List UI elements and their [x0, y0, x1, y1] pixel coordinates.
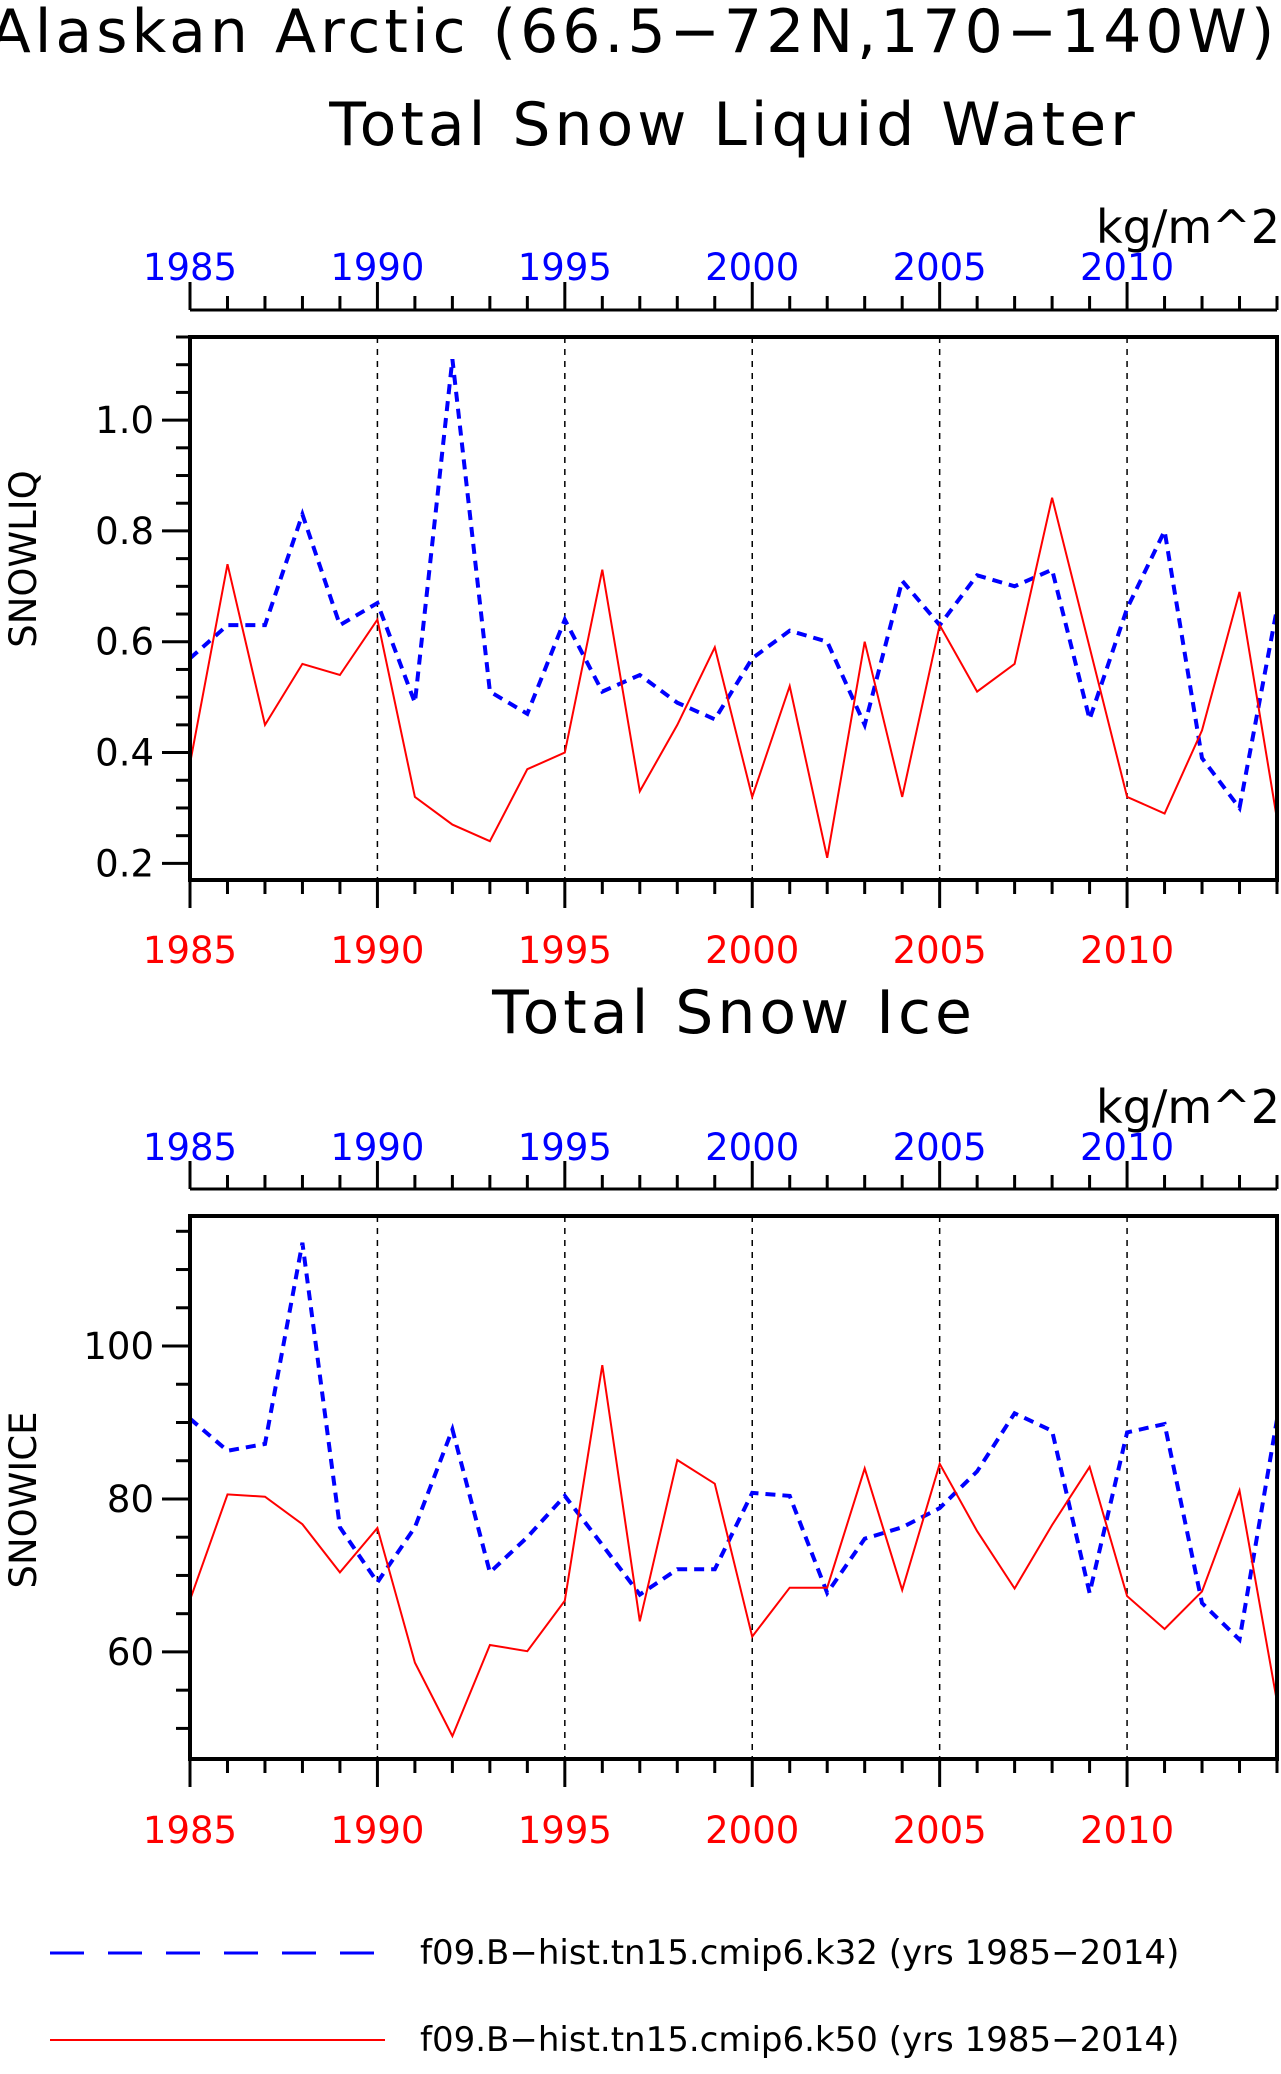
series-line-k50	[189, 1364, 1278, 1739]
x-tick-label-top: 2010	[1080, 1126, 1174, 1169]
figure-title-region: Alaskan Arctic (66.5−72N,170−140W)	[0, 0, 1278, 67]
x-tick-label-bottom: 2005	[893, 1809, 987, 1852]
x-tick-label-bottom: 1990	[330, 929, 424, 972]
y-tick-label: 100	[83, 1325, 154, 1368]
x-tick-label-top: 1990	[330, 246, 424, 289]
x-tick-label-bottom: 2005	[893, 929, 987, 972]
panel-title: Total Snow Liquid Water	[328, 90, 1139, 160]
legend-label-k50: f09.B−hist.tn15.cmip6.k50 (yrs 1985−2014…	[420, 2020, 1179, 2060]
legend-label-k32: f09.B−hist.tn15.cmip6.k32 (yrs 1985−2014…	[420, 1933, 1179, 1973]
x-tick-label-bottom: 1990	[330, 1809, 424, 1852]
series-line-k32	[188, 1242, 1279, 1644]
x-tick-label-bottom: 2000	[705, 929, 799, 972]
units-label: kg/m^2	[1096, 200, 1280, 254]
series-line-k32	[188, 358, 1279, 813]
y-tick-label: 0.6	[95, 621, 154, 664]
x-tick-label-top: 1985	[143, 246, 237, 289]
x-tick-label-bottom: 1985	[143, 929, 237, 972]
plot-frame	[188, 1214, 1279, 1761]
x-tick-label-top: 2010	[1080, 246, 1174, 289]
x-tick-label-top: 1995	[518, 1126, 612, 1169]
x-tick-label-bottom: 2010	[1080, 1809, 1174, 1852]
x-tick-label-bottom: 2010	[1080, 929, 1174, 972]
y-tick-label: 0.4	[95, 732, 154, 775]
y-tick-label: 1.0	[95, 399, 154, 442]
y-tick-label: 0.2	[95, 842, 154, 885]
x-tick-label-top: 2000	[705, 1126, 799, 1169]
y-axis-label: SNOWLIQ	[2, 470, 45, 648]
x-tick-label-bottom: 1995	[518, 929, 612, 972]
panel-title: Total Snow Ice	[491, 978, 976, 1048]
x-tick-label-bottom: 1985	[143, 1809, 237, 1852]
y-tick-label: 60	[107, 1631, 154, 1674]
x-tick-label-top: 2005	[893, 1126, 987, 1169]
units-label: kg/m^2	[1096, 1080, 1280, 1134]
y-tick-label: 80	[107, 1478, 154, 1521]
series-line-k50	[189, 497, 1278, 859]
x-tick-label-top: 2005	[893, 246, 987, 289]
x-tick-label-top: 1995	[518, 246, 612, 289]
panel-snowliq: Total Snow Liquid Water kg/m^2 SNOWLIQ 1…	[2, 90, 1280, 972]
y-tick-label: 0.8	[95, 510, 154, 553]
legend: f09.B−hist.tn15.cmip6.k32 (yrs 1985−2014…	[50, 1933, 1179, 2060]
y-axis-label: SNOWICE	[2, 1412, 45, 1589]
x-tick-label-top: 1985	[143, 1126, 237, 1169]
x-tick-label-bottom: 1995	[518, 1809, 612, 1852]
x-tick-label-bottom: 2000	[705, 1809, 799, 1852]
plot-frame	[188, 335, 1279, 882]
x-tick-label-top: 2000	[705, 246, 799, 289]
x-tick-label-top: 1990	[330, 1126, 424, 1169]
panel-snowice: Total Snow Ice kg/m^2 SNOWICE 1985 1985 19…	[2, 978, 1280, 1852]
